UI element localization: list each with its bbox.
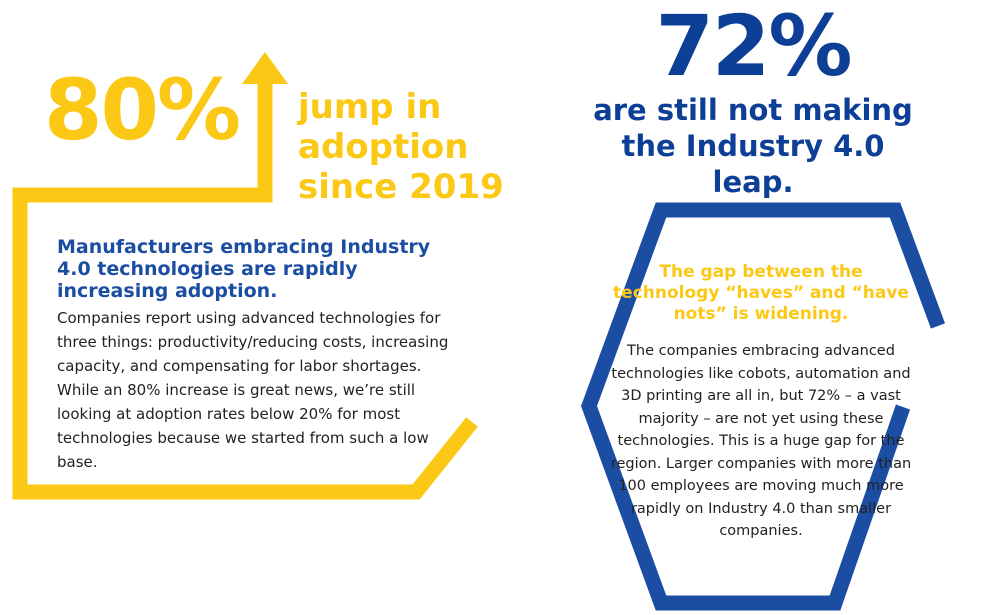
gap-heading: The gap between the technology “haves” a… xyxy=(613,262,909,324)
stat-72-caption: are still not making the Industry 4.0 le… xyxy=(593,93,913,199)
right-body-text: The companies embracing advanced technol… xyxy=(610,343,912,539)
arrow-head-icon xyxy=(242,52,288,84)
stat-72-percent: 72% xyxy=(655,0,852,95)
stat-80-percent: 80% xyxy=(44,61,241,159)
stat-80-caption: jump in adoption since 2019 xyxy=(298,87,504,207)
blue-hexagon-frame xyxy=(581,202,946,611)
left-body-text: Companies report using advanced technolo… xyxy=(57,309,449,471)
left-heading: Manufacturers embracing Industry 4.0 tec… xyxy=(57,236,431,302)
yellow-arrow-frame xyxy=(12,80,478,500)
